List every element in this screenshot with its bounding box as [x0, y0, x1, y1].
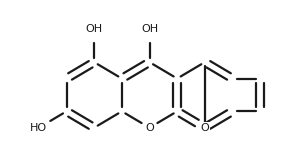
Text: HO: HO — [30, 123, 48, 133]
Text: OH: OH — [86, 24, 103, 34]
Text: OH: OH — [141, 24, 158, 34]
Text: O: O — [145, 123, 154, 133]
Text: O: O — [200, 123, 209, 133]
